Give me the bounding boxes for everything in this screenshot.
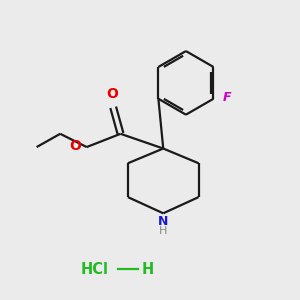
Text: O: O [70, 139, 81, 153]
Text: F: F [222, 91, 231, 104]
Text: HCl: HCl [81, 262, 109, 277]
Text: H: H [159, 226, 167, 236]
Text: H: H [141, 262, 153, 277]
Text: O: O [106, 87, 118, 101]
Text: N: N [158, 215, 168, 228]
